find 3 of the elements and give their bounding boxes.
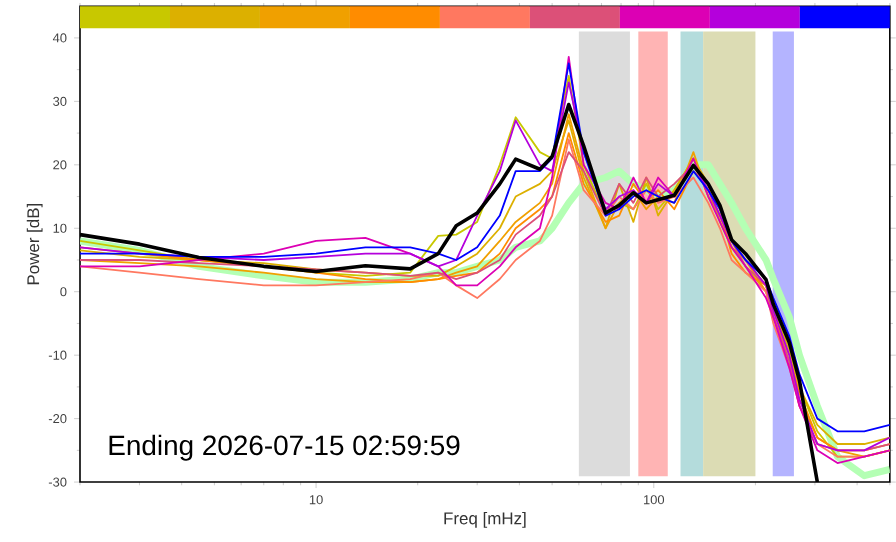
y-axis-title: Power [dB] <box>26 203 43 285</box>
annotation: Ending 2026-07-15 02:59:59 <box>109 434 460 461</box>
x-axis-title: Freq [mHz] <box>444 511 526 528</box>
